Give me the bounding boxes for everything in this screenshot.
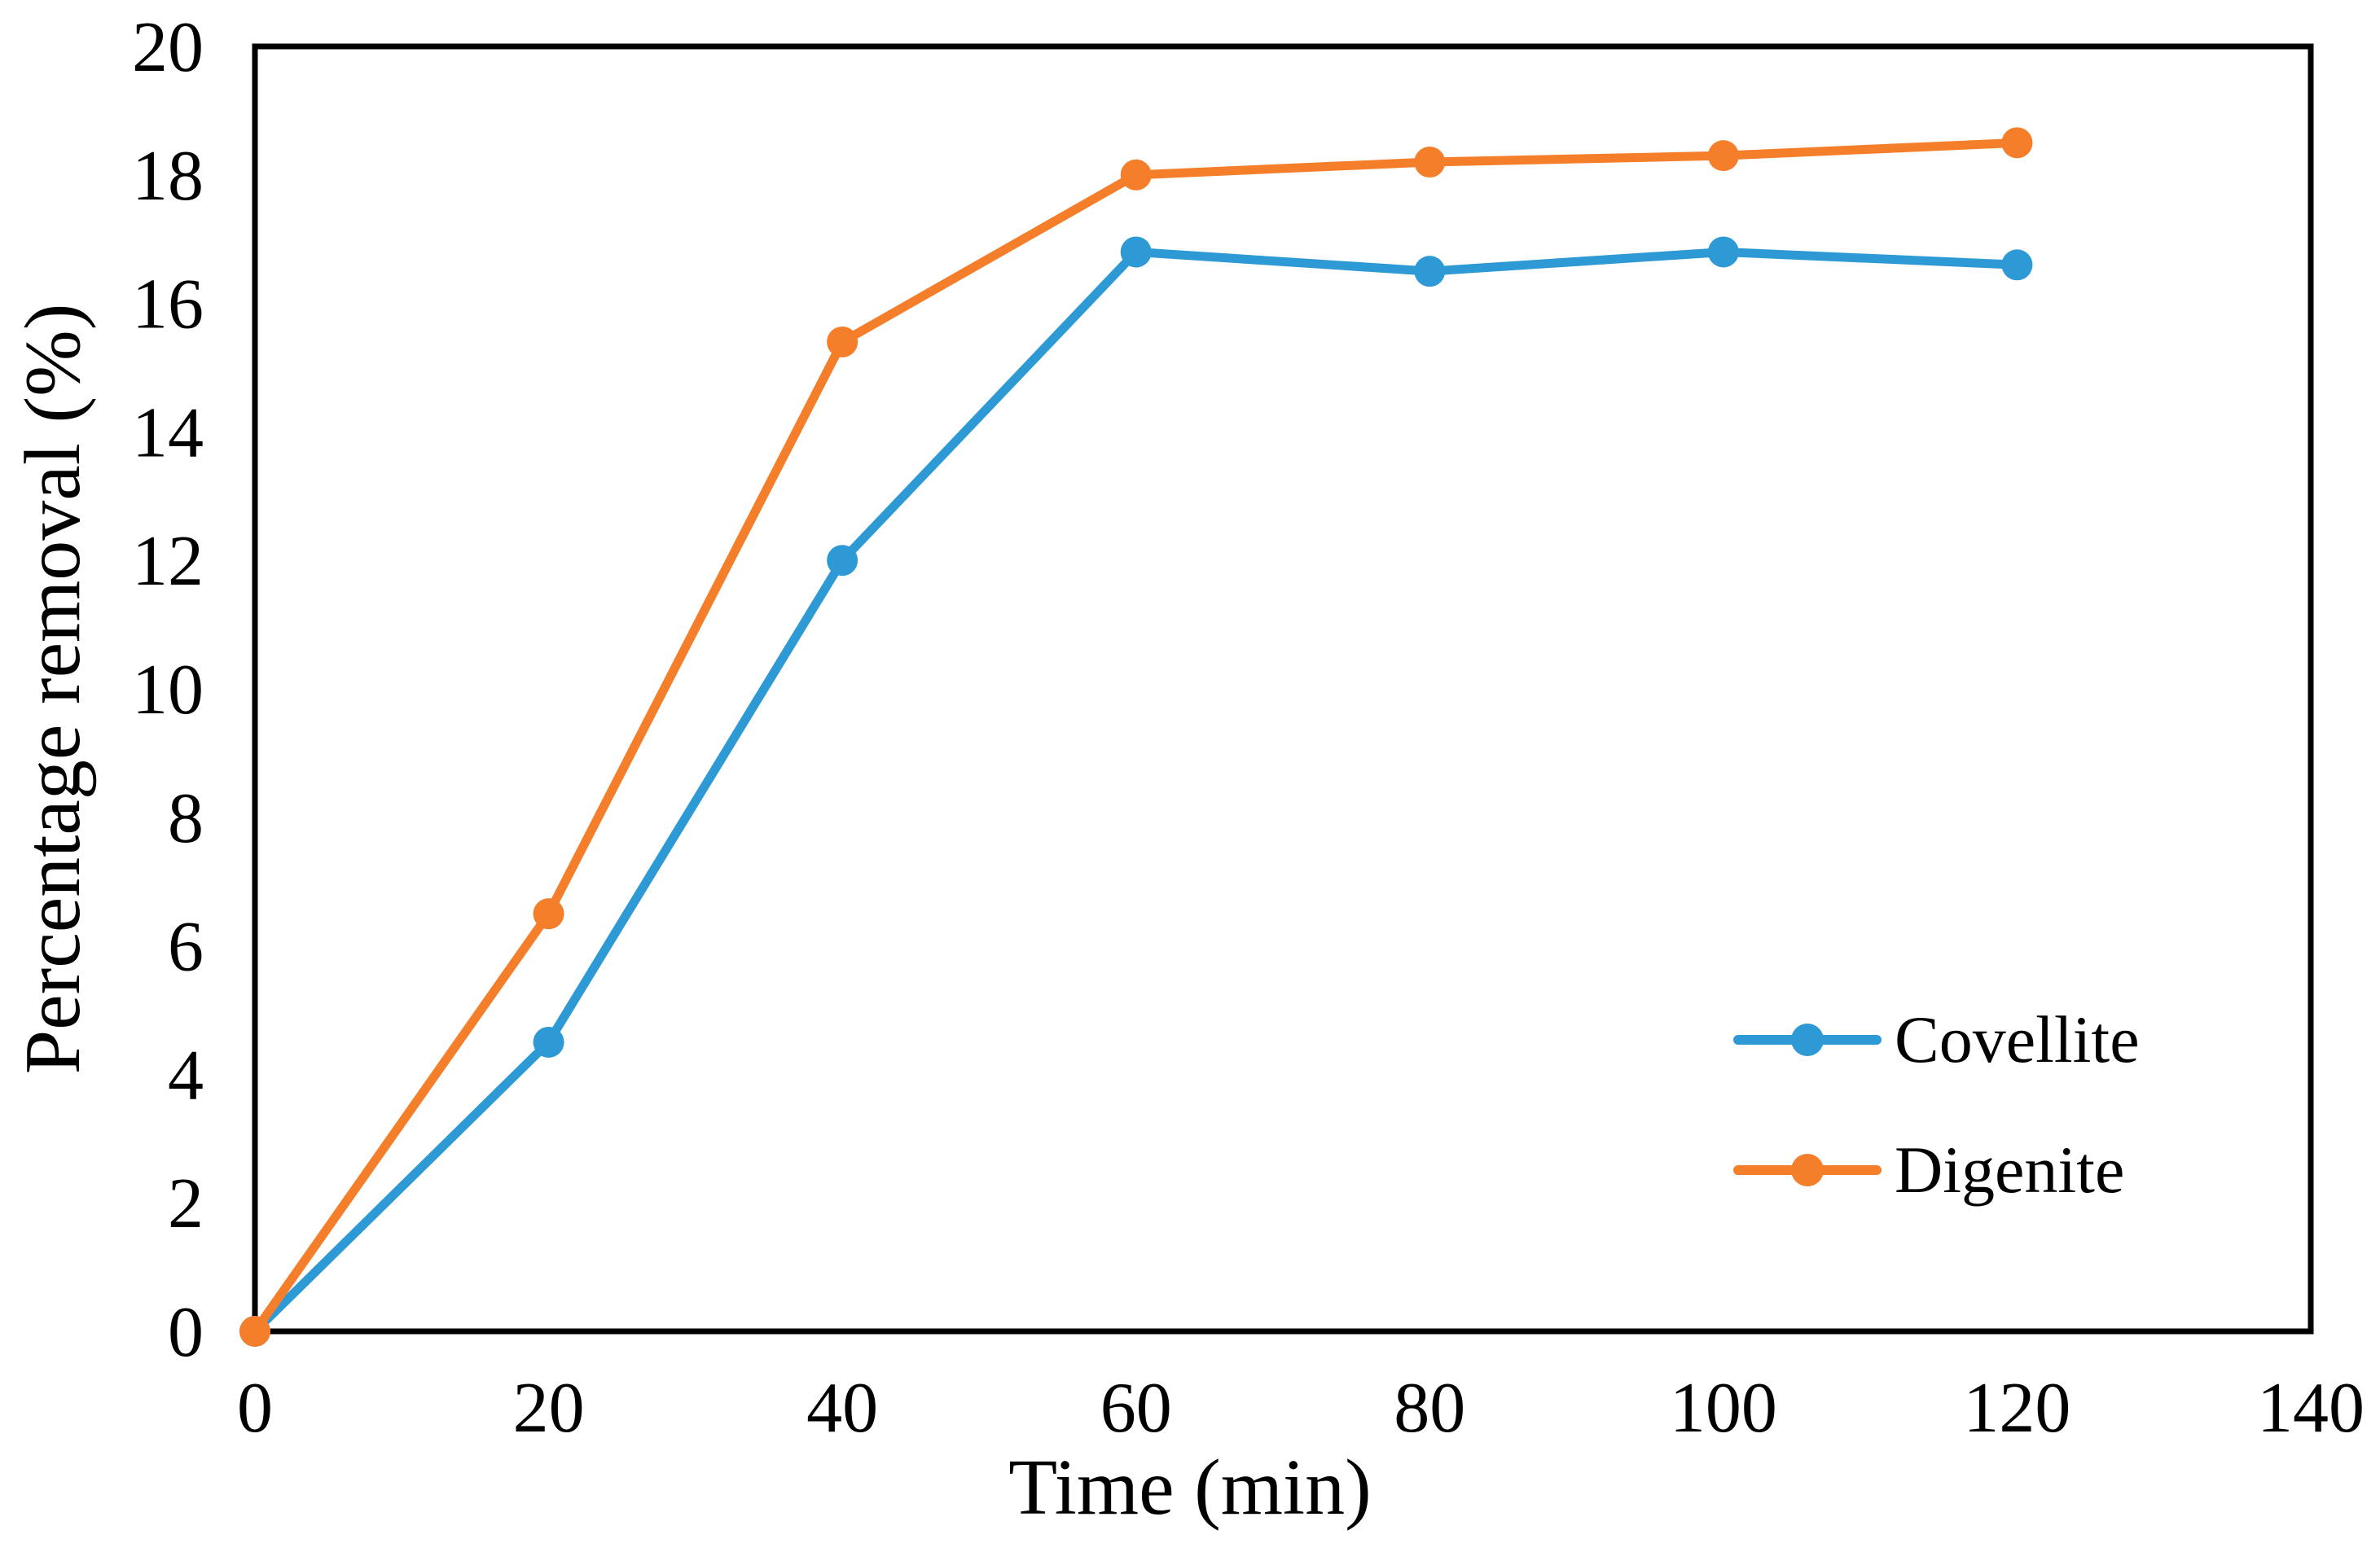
legend-dot (1791, 1154, 1824, 1186)
y-tick-label: 20 (132, 8, 204, 87)
x-tick-label: 60 (1100, 1369, 1172, 1448)
y-tick-label: 10 (132, 651, 204, 730)
covellite-line-marker-icon (1733, 1022, 1882, 1058)
data-point-digenite (2001, 127, 2033, 159)
y-tick-label: 8 (168, 779, 204, 858)
data-point-covellite (1707, 236, 1739, 268)
y-tick-label: 18 (132, 137, 204, 216)
y-tick-label: 6 (168, 908, 204, 987)
digenite-line-marker-icon (1733, 1152, 1882, 1188)
y-tick-label: 12 (132, 522, 204, 601)
data-point-digenite (1120, 159, 1152, 191)
x-tick-label: 140 (2257, 1369, 2365, 1448)
data-point-digenite (1707, 140, 1739, 172)
data-point-digenite (1414, 147, 1446, 178)
data-point-covellite (533, 1026, 564, 1058)
legend-item-covellite: Covellite (1733, 991, 2140, 1089)
data-point-digenite (533, 898, 564, 930)
legend-label-covellite: Covellite (1895, 1002, 2140, 1076)
y-axis-title: Percentage removal (%) (9, 303, 97, 1075)
x-tick-label: 80 (1394, 1369, 1465, 1448)
legend-label-digenite: Digenite (1895, 1133, 2125, 1207)
legend-item-digenite: Digenite (1733, 1121, 2124, 1219)
x-tick-label: 0 (237, 1369, 273, 1448)
data-point-digenite (239, 1316, 270, 1347)
x-tick-label: 100 (1670, 1369, 1777, 1448)
x-tick-label: 20 (513, 1369, 585, 1448)
data-point-digenite (827, 326, 858, 357)
x-axis-title: Time (min) (1008, 1444, 1372, 1532)
y-tick-label: 4 (168, 1036, 204, 1115)
plot-frame (252, 43, 2314, 1335)
data-point-covellite (1414, 256, 1446, 287)
y-tick-label: 16 (132, 265, 204, 344)
data-point-covellite (2001, 249, 2033, 281)
data-point-covellite (827, 545, 858, 577)
x-tick-label: 40 (806, 1369, 878, 1448)
legend-dot (1791, 1024, 1824, 1056)
y-tick-label: 0 (168, 1293, 204, 1372)
y-tick-label: 14 (132, 393, 204, 472)
x-tick-label: 120 (1963, 1369, 2070, 1448)
y-tick-label: 2 (168, 1164, 204, 1243)
data-point-covellite (1120, 236, 1152, 268)
